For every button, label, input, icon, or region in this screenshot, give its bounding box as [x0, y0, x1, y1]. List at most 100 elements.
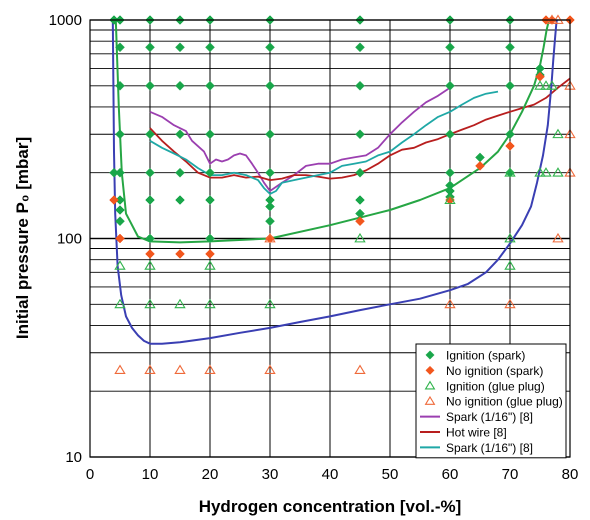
point-triangle	[546, 80, 558, 90]
point-triangle	[354, 232, 366, 243]
point-diamond	[355, 195, 365, 205]
point-diamond	[265, 42, 275, 53]
legend-label: Ignition (spark)	[446, 349, 525, 363]
point-diamond	[145, 42, 155, 53]
legend-label: No ignition (spark)	[446, 364, 543, 378]
point-triangle	[144, 260, 156, 270]
point-triangle	[264, 364, 276, 374]
point-diamond	[505, 167, 515, 178]
point-diamond	[115, 233, 125, 244]
chart-grid	[89, 19, 571, 458]
point-diamond	[109, 195, 119, 205]
point-diamond	[205, 195, 215, 205]
point-diamond	[265, 129, 275, 140]
point-diamond	[145, 80, 155, 91]
point-diamond	[505, 129, 515, 140]
point-diamond	[145, 249, 155, 259]
x-tick-label: 30	[262, 466, 279, 483]
legend-label: Ignition (glue plug)	[446, 379, 545, 393]
point-diamond	[145, 167, 155, 178]
y-tick-label: 100	[57, 231, 82, 248]
point-triangle	[540, 80, 552, 90]
point-triangle	[540, 167, 552, 177]
point-triangle	[424, 380, 436, 390]
x-tick-label: 70	[502, 466, 519, 483]
point-triangle	[444, 298, 456, 309]
legend-label: Spark (1/16") [8]	[446, 410, 533, 424]
point-triangle	[114, 298, 126, 309]
point-triangle	[174, 298, 186, 309]
point-diamond	[115, 80, 125, 91]
legend-label: Spark (1/16") [8]	[446, 441, 533, 455]
point-triangle	[144, 364, 156, 374]
y-axis-ticks: 10 100 1000	[49, 12, 82, 466]
point-triangle	[264, 232, 276, 243]
x-axis-label: Hydrogen concentration [vol.-%]	[199, 497, 462, 516]
point-triangle	[114, 364, 126, 374]
point-diamond	[175, 249, 185, 259]
point-triangle	[534, 80, 546, 90]
point-triangle	[534, 167, 546, 177]
point-diamond	[475, 161, 485, 171]
x-tick-label: 20	[202, 466, 219, 483]
point-diamond	[205, 42, 215, 53]
y-tick-label: 1000	[49, 12, 82, 29]
x-tick-label: 50	[382, 466, 399, 483]
point-diamond	[425, 350, 435, 360]
point-diamond	[355, 80, 365, 91]
point-triangle	[204, 298, 216, 309]
point-diamond	[115, 42, 125, 53]
plot-frame	[89, 19, 571, 458]
point-diamond	[265, 80, 275, 91]
point-triangle	[204, 364, 216, 374]
legend-box	[415, 343, 567, 459]
point-triangle	[114, 260, 126, 270]
point-triangle	[504, 260, 516, 270]
point-diamond	[475, 152, 485, 163]
point-diamond	[355, 216, 365, 227]
series-line-blue_curve	[111, 19, 558, 345]
x-tick-label: 80	[562, 466, 579, 483]
chart-points	[109, 14, 576, 374]
point-diamond	[115, 205, 125, 215]
point-diamond	[205, 80, 215, 91]
point-diamond	[445, 80, 455, 91]
point-triangle	[552, 232, 564, 243]
legend-label: Hot wire [8]	[446, 426, 507, 440]
point-diamond	[265, 233, 275, 244]
x-axis-ticks: 0 10 20 30 40 50 60 70 80	[86, 466, 579, 483]
point-diamond	[445, 167, 455, 178]
series-line-hot_wire	[149, 77, 571, 181]
point-triangle	[354, 364, 366, 374]
point-triangle	[144, 298, 156, 309]
point-diamond	[175, 167, 185, 178]
point-diamond	[355, 167, 365, 178]
legend-label: No ignition (glue plug)	[446, 395, 563, 409]
point-diamond	[145, 195, 155, 205]
point-triangle	[504, 298, 516, 309]
point-diamond	[265, 167, 275, 178]
point-triangle	[504, 167, 516, 177]
point-diamond	[205, 129, 215, 140]
point-diamond	[115, 216, 125, 227]
series-line-spark_purple	[149, 86, 451, 192]
point-diamond	[115, 129, 125, 140]
point-diamond	[265, 216, 275, 227]
y-tick-label: 10	[65, 449, 82, 466]
point-triangle	[424, 395, 436, 405]
point-diamond	[175, 42, 185, 53]
point-diamond	[175, 129, 185, 140]
point-diamond	[175, 195, 185, 205]
x-tick-label: 0	[86, 466, 94, 483]
x-tick-label: 40	[322, 466, 339, 483]
point-diamond	[205, 249, 215, 259]
x-tick-label: 10	[142, 466, 159, 483]
point-diamond	[205, 167, 215, 178]
point-diamond	[175, 80, 185, 91]
chart-legend: Ignition (spark)No ignition (spark)Ignit…	[415, 343, 567, 459]
point-diamond	[445, 42, 455, 53]
point-diamond	[355, 129, 365, 140]
point-diamond	[445, 195, 455, 205]
point-diamond	[445, 129, 455, 140]
